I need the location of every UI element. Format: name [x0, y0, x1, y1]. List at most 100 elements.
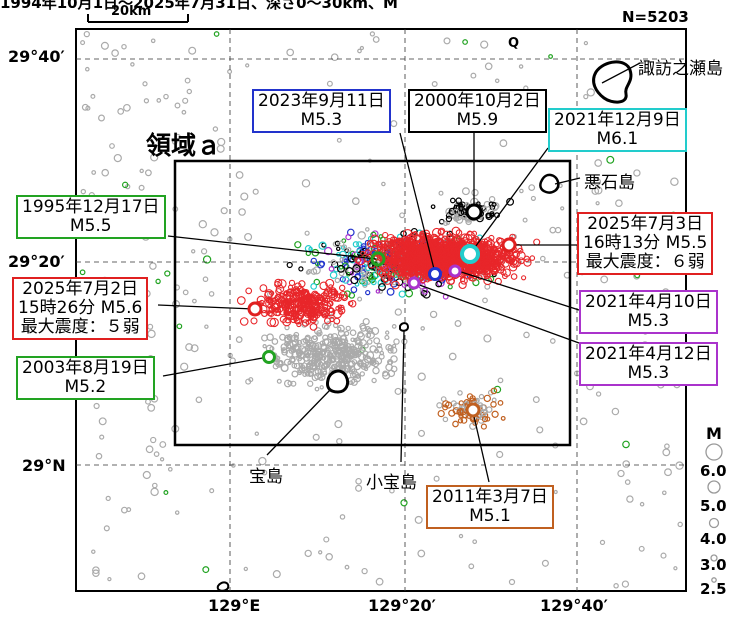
epicenter-symbol [92, 566, 100, 575]
epicenter-symbol [159, 441, 167, 448]
epicenter-symbol [269, 317, 279, 328]
epicenter-symbol [302, 371, 308, 378]
epicenter-symbol [370, 234, 380, 244]
epicenter-symbol [399, 212, 406, 219]
epicenter-symbol [279, 315, 288, 323]
epicenter-symbol [483, 237, 493, 246]
epicenter-symbol [239, 317, 249, 326]
epicenter-symbol [328, 266, 335, 272]
epicenter-symbol [121, 43, 127, 50]
epicenter-symbol [458, 533, 464, 539]
epicenter-symbol [278, 306, 288, 316]
epicenter-symbol [277, 279, 287, 289]
epicenter-symbol [319, 385, 324, 390]
epicenter-symbol [274, 278, 283, 287]
epicenter-symbol [370, 279, 377, 286]
epicenter-symbol [297, 293, 306, 301]
epicenter-symbol [560, 206, 565, 211]
epicenter-symbol [390, 120, 398, 128]
epicenter-symbol [431, 242, 438, 250]
epicenter-symbol [101, 168, 110, 177]
event-box-2023-09-11: 2023年9月11日 M5.3 [252, 89, 391, 133]
epicenter-symbol [339, 353, 346, 360]
epicenter-symbol [301, 319, 310, 327]
event-date: 2021年4月12日 [585, 344, 712, 364]
epicenter-symbol [297, 369, 303, 376]
epicenter-symbol [360, 243, 367, 249]
epicenter-symbol [123, 103, 131, 112]
epicenter-symbol [536, 426, 544, 434]
epicenter-symbol [301, 346, 309, 355]
epicenter-symbol [359, 371, 365, 377]
legend-title: M [706, 424, 722, 443]
epicenter-symbol [346, 247, 352, 252]
epicenter-symbol [384, 244, 392, 252]
epicenter-symbol [150, 436, 157, 444]
epicenter-symbol [417, 429, 426, 437]
epicenter-symbol [202, 276, 209, 283]
epicenter-symbol [441, 260, 447, 266]
epicenter-symbol [79, 269, 86, 276]
magnitude-legend-symbols [705, 443, 723, 583]
epicenter-symbol [95, 452, 103, 460]
epicenter-symbol [391, 343, 397, 349]
epicenter-symbol [264, 290, 273, 300]
epicenter-symbol [315, 352, 323, 360]
epicenter-symbol [318, 376, 323, 381]
epicenter-symbol [328, 290, 338, 301]
epicenter-symbol [375, 577, 384, 586]
epicenter-symbol [83, 30, 90, 38]
epicenter-symbol [331, 260, 339, 269]
epicenter-symbol [238, 208, 246, 216]
epicenter-symbol [117, 107, 125, 115]
epicenter-symbol [298, 280, 306, 288]
epicenter-symbol [548, 54, 554, 59]
epicenter-symbol [217, 137, 226, 147]
epicenter-symbol [437, 409, 445, 418]
epicenter-symbol [436, 402, 443, 409]
epicenter-symbol [328, 307, 335, 314]
epicenter-symbol [278, 293, 287, 302]
epicenter-symbol [344, 564, 350, 570]
epicenter-symbol [480, 249, 490, 259]
epicenter-symbol [443, 37, 451, 45]
epicenter-symbol [213, 31, 220, 37]
epicenter-symbol [447, 284, 453, 290]
epicenter-symbol [145, 445, 154, 454]
epicenter-symbol [664, 443, 670, 450]
epicenter-symbol [229, 357, 236, 364]
epicenter-symbol [339, 338, 347, 346]
epicenter-symbol [350, 337, 356, 343]
epicenter-symbol [150, 487, 159, 497]
epicenter-symbol [313, 311, 321, 319]
epicenter-symbol [434, 238, 443, 247]
epicenter-symbol [359, 45, 365, 51]
epicenter-symbol [361, 279, 368, 287]
epicenter-symbol [339, 304, 345, 311]
event-magnitude: M5.2 [64, 377, 107, 397]
akuseki-label: 悪石島 [584, 173, 635, 193]
region-a-label: 領域ａ [146, 131, 222, 160]
epicenter-symbol [298, 266, 304, 272]
event-box-2011-03-07: 2011年3月7日 M5.1 [426, 485, 554, 529]
epicenter-symbol [151, 482, 158, 489]
epicenter-symbol [467, 230, 473, 236]
epicenter-symbol [522, 217, 528, 223]
epicenter-symbol [430, 204, 436, 210]
epicenter-symbol [220, 207, 228, 215]
epicenter-symbol [333, 351, 342, 360]
epicenter-symbol [455, 197, 462, 204]
epicenter-symbol [615, 199, 623, 208]
event-time-magnitude: 16時13分 M5.5 [583, 233, 708, 253]
event-magnitude: M6.1 [596, 129, 639, 149]
epicenter-symbol [458, 400, 465, 406]
epicenter-symbol [188, 46, 197, 55]
epicenter-symbol [142, 470, 151, 480]
epicenter-symbol [318, 294, 325, 302]
epicenter-symbol [331, 338, 338, 345]
epicenter-symbol [398, 290, 406, 298]
epicenter-symbol [312, 266, 321, 275]
epicenter-symbol [375, 289, 381, 294]
q-mark: Q [508, 36, 520, 51]
epicenter-symbol [163, 93, 169, 100]
